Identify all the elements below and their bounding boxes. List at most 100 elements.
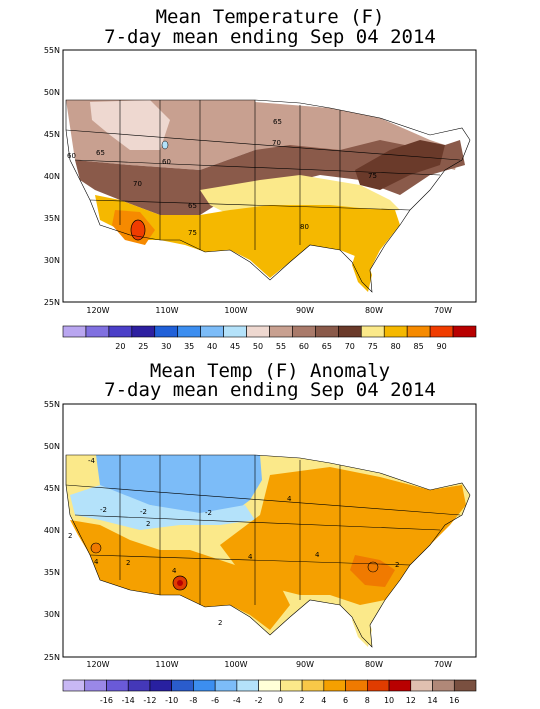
mean-temperature-panel: Mean Temperature (F) 7-day mean ending S… xyxy=(44,6,477,351)
panel1-boundaries xyxy=(65,99,471,293)
panel1-contour-labels: 65 60 60 70 70 65 75 80 75 65 xyxy=(67,118,377,237)
legend-label: 85 xyxy=(414,342,424,351)
lon-label: 100W xyxy=(224,306,247,315)
panel2-lat-labels: 55N 50N 45N 40N 35N 30N 25N xyxy=(44,400,60,662)
legend-label: -2 xyxy=(255,696,263,705)
legend-swatch xyxy=(200,325,224,338)
legend-label: 30 xyxy=(161,342,171,351)
panel2-contour-labels: -4 -2 -2 2 -2 4 2 4 4 4 4 2 2 2 xyxy=(68,457,399,627)
legend-swatch xyxy=(177,325,201,338)
panel2-contour-label: 4 xyxy=(172,567,177,575)
panel2-contour-label: 2 xyxy=(68,532,72,540)
panel2-legend: -16 -14 -12 -10 -8 -6 -4 -2 0 2 4 6 8 10 12 14 16 xyxy=(62,679,477,705)
panel1-title-line1: Mean Temperature (F) xyxy=(155,6,385,28)
legend-label: 50 xyxy=(253,342,263,351)
legend-swatch xyxy=(315,325,339,338)
lon-label: 110W xyxy=(155,306,178,315)
legend-swatch xyxy=(383,325,408,338)
legend-swatch xyxy=(85,325,110,338)
legend-swatch xyxy=(432,679,455,692)
panel1-contour-label: 70 xyxy=(272,139,281,147)
legend-swatch xyxy=(108,325,133,338)
panel2-contour-label: -2 xyxy=(140,508,147,516)
panel1-contour-label: 80 xyxy=(300,223,309,231)
panel2-contour-label: 2 xyxy=(146,520,150,528)
panel1-region-florida xyxy=(352,255,372,292)
panel1-contour-label: 60 xyxy=(67,152,76,160)
legend-label: 16 xyxy=(449,696,459,705)
lat-label: 45N xyxy=(44,130,60,139)
panel1-contour-label: 65 xyxy=(96,149,105,157)
legend-label: 80 xyxy=(391,342,401,351)
lat-label: 35N xyxy=(44,568,60,577)
legend-label: 25 xyxy=(138,342,148,351)
legend-label: 35 xyxy=(184,342,194,351)
legend-swatch xyxy=(292,325,316,338)
legend-swatch xyxy=(323,679,346,692)
panel2-contour-label: 2 xyxy=(126,559,130,567)
lat-label: 55N xyxy=(44,46,60,55)
panel1-contour-label: 70 xyxy=(133,180,142,188)
panel1-lat-labels: 55N 50N 45N 40N 35N 30N 25N xyxy=(44,46,60,307)
panel1-temperature-fields xyxy=(66,100,465,292)
legend-label: 20 xyxy=(115,342,125,351)
lat-label: 45N xyxy=(44,484,60,493)
mean-temp-anomaly-panel: Mean Temp (F) Anomaly 7-day mean ending … xyxy=(0,355,540,709)
panel1-contour-label: 60 xyxy=(162,158,171,166)
legend-swatch xyxy=(223,325,247,338)
legend-label: 65 xyxy=(322,342,332,351)
legend-swatch xyxy=(429,325,454,338)
lon-label: 120W xyxy=(86,660,109,669)
legend-swatch xyxy=(131,325,156,338)
legend-swatch xyxy=(406,325,431,338)
legend-label: 40 xyxy=(207,342,217,351)
lat-label: 55N xyxy=(44,400,60,409)
legend-label: 12 xyxy=(406,696,416,705)
legend-swatch xyxy=(214,679,238,692)
panel1-region-brown-band xyxy=(75,140,465,215)
lon-label: 70W xyxy=(434,660,452,669)
panel2-region-orange-west xyxy=(70,520,290,630)
lon-label: 100W xyxy=(224,660,247,669)
panel1-map-svg: 65 60 60 70 70 65 75 80 75 65 55N 50N 45… xyxy=(44,46,477,351)
legend-swatch xyxy=(171,679,194,692)
legend-label: 45 xyxy=(230,342,240,351)
panel1-region-pale-north xyxy=(90,100,170,150)
legend-swatch xyxy=(410,679,433,692)
panel1-cold-spot xyxy=(161,140,169,150)
legend-swatch xyxy=(453,679,477,692)
panel2-hotspot-core xyxy=(177,580,183,586)
legend-label: 8 xyxy=(365,696,370,705)
lat-label: 30N xyxy=(44,256,60,265)
legend-label: 75 xyxy=(368,342,378,351)
legend-swatch xyxy=(154,325,179,338)
panel2-contour-label: 4 xyxy=(248,553,253,561)
panel2-contour-label: 4 xyxy=(287,495,292,503)
legend-swatch xyxy=(127,679,151,692)
legend-label: -10 xyxy=(165,696,178,705)
panel1-lon-labels: 120W 110W 100W 90W 80W 70W xyxy=(86,306,452,315)
panel1-title-line2: 7-day mean ending Sep 04 2014 xyxy=(104,26,436,48)
lon-label: 70W xyxy=(434,306,452,315)
panel2-region-cool-band xyxy=(70,485,255,530)
panel1-contour-label: 75 xyxy=(188,229,197,237)
lon-label: 120W xyxy=(86,306,109,315)
panel1-contour-label: 75 xyxy=(368,172,377,180)
legend-label: -12 xyxy=(143,696,156,705)
legend-label: 70 xyxy=(345,342,355,351)
legend-label: 14 xyxy=(427,696,437,705)
legend-swatch xyxy=(269,325,293,338)
panel2-hotspot-east xyxy=(367,561,379,573)
legend-swatch xyxy=(246,325,270,338)
legend-label: -4 xyxy=(233,696,241,705)
legend-swatch xyxy=(106,679,129,692)
panel1-region-orange-south xyxy=(95,195,400,278)
panel2-boundaries xyxy=(65,454,471,648)
legend-swatch xyxy=(345,679,368,692)
legend-label: 90 xyxy=(436,342,446,351)
legend-swatch xyxy=(452,325,477,338)
legend-swatch xyxy=(149,679,172,692)
legend-swatch xyxy=(236,679,259,692)
lon-label: 90W xyxy=(296,306,314,315)
legend-label: -16 xyxy=(100,696,113,705)
